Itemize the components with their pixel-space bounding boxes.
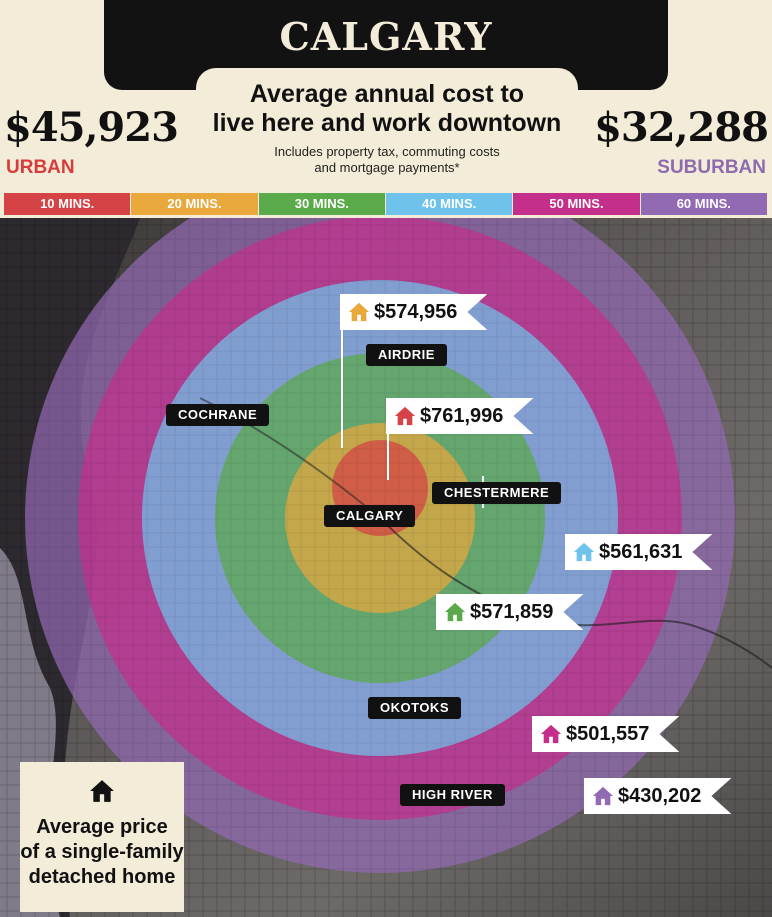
note-line-1: Includes property tax, commuting costs (274, 144, 500, 159)
place-okotoks: OKOTOKS (368, 697, 461, 719)
suburban-cost-value: $32,288 (594, 104, 769, 151)
band-10-mins: 10 MINS. (4, 193, 132, 215)
legend-line-2: of a single-family (20, 841, 184, 863)
price-tag-high-river: $430,202 (584, 778, 731, 814)
price-tag-cochrane: $571,859 (436, 594, 583, 630)
subtitle-panel: Average annual cost to live here and wor… (196, 68, 578, 190)
commute-band-row: 10 MINS. 20 MINS. 30 MINS. 40 MINS. 50 M… (4, 193, 768, 215)
price-value: $574,956 (374, 300, 458, 323)
subtitle-line-2: live here and work downtown (212, 109, 562, 137)
place-cochrane: COCHRANE (166, 404, 270, 426)
legend-line-1: Average price (36, 816, 168, 838)
price-value: $561,631 (599, 540, 683, 563)
house-icon (444, 601, 466, 623)
house-icon (592, 785, 614, 807)
house-icon (540, 723, 562, 745)
river (379, 517, 772, 669)
house-icon (394, 405, 416, 427)
band-20-mins: 20 MINS. (131, 193, 259, 215)
band-50-mins: 50 MINS. (513, 193, 641, 215)
suburban-cost-label: SUBURBAN (657, 157, 766, 178)
urban-cost-value: $45,923 (4, 104, 179, 151)
legend-line-3: detached home (28, 866, 176, 888)
price-tag-calgary: $761,996 (386, 398, 533, 434)
price-tag-chestermere: $561,631 (565, 534, 712, 570)
legend-text: Average price of a single-family detache… (20, 815, 184, 890)
page-title: CALGARY (279, 14, 493, 59)
price-tag-okotoks: $501,557 (532, 716, 679, 752)
price-tag-airdrie: $574,956 (340, 294, 487, 330)
band-30-mins: 30 MINS. (258, 193, 386, 215)
place-airdrie: AIRDRIE (366, 344, 447, 366)
legend: Average price of a single-family detache… (20, 762, 184, 912)
house-icon (90, 780, 114, 802)
price-value: $501,557 (566, 722, 650, 745)
place-chestermere: CHESTERMERE (432, 482, 562, 504)
urban-cost-label: URBAN (6, 157, 75, 178)
house-icon (348, 301, 370, 323)
subtitle-line-1: Average annual cost to (249, 80, 525, 108)
note-line-2: and mortgage payments* (314, 160, 460, 175)
place-calgary: CALGARY (324, 505, 416, 527)
price-value: $571,859 (470, 600, 554, 623)
subtitle: Average annual cost to live here and wor… (196, 80, 578, 138)
band-60-mins: 60 MINS. (640, 193, 768, 215)
price-value: $430,202 (618, 784, 702, 807)
cost-note: Includes property tax, commuting costs a… (257, 144, 517, 176)
house-icon (573, 541, 595, 563)
band-40-mins: 40 MINS. (385, 193, 514, 215)
place-high-river: HIGH RIVER (400, 784, 505, 806)
price-value: $761,996 (420, 404, 504, 427)
